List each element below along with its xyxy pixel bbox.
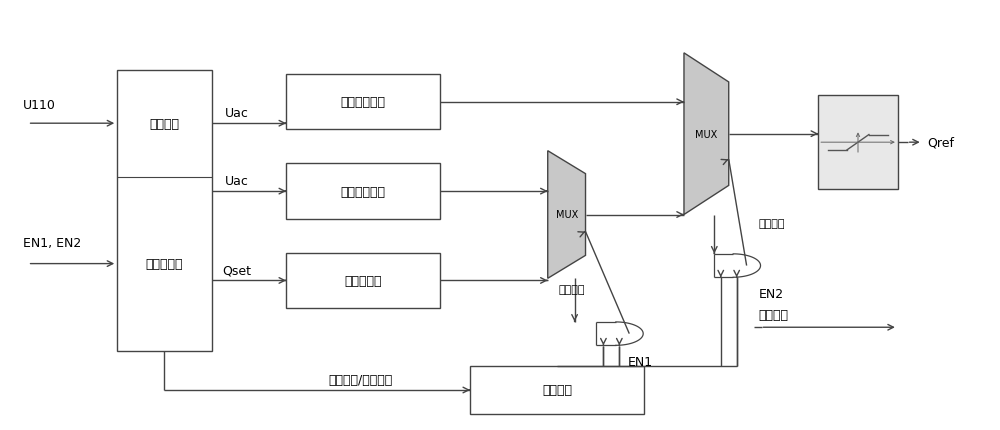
Bar [117,71,212,351]
Text: 电压信号/使能信号: 电压信号/使能信号 [329,373,393,386]
Text: 电压测量: 电压测量 [149,117,179,130]
Text: Uac: Uac [225,175,248,187]
Bar [286,253,440,308]
Text: 暂态调压控制: 暂态调压控制 [341,96,386,109]
Text: Uac: Uac [225,107,248,120]
Text: 模式选择: 模式选择 [542,384,572,396]
Text: 稳态调压控制: 稳态调压控制 [341,185,386,198]
Text: MUX: MUX [556,210,578,220]
Text: 数据预处理: 数据预处理 [146,258,183,270]
Text: 恒无功控制: 恒无功控制 [345,274,382,287]
Bar [286,164,440,219]
Text: 暂态控制: 暂态控制 [759,218,785,228]
Text: EN1, EN2: EN1, EN2 [23,236,81,249]
Text: U110: U110 [23,98,56,111]
Polygon shape [548,151,586,279]
Text: 闭锁指令: 闭锁指令 [759,308,789,321]
Text: Qset: Qset [222,264,251,276]
Text: EN1: EN1 [627,355,652,368]
Polygon shape [684,54,729,215]
Text: Qref: Qref [928,136,955,149]
Bar [286,75,440,130]
Text: 稳态控制: 稳态控制 [558,284,585,294]
Bar [470,366,644,415]
Text: EN2: EN2 [759,287,784,300]
Bar [818,96,898,190]
Text: MUX: MUX [695,129,717,139]
